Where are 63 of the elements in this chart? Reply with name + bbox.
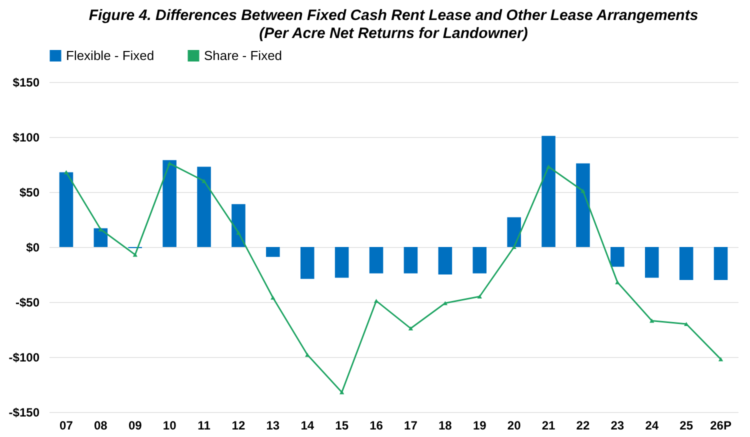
bar: [94, 228, 108, 247]
x-tick-label: 22: [576, 418, 590, 432]
x-tick-label: 10: [162, 418, 177, 432]
bar: [472, 247, 487, 274]
bar: [162, 160, 176, 247]
bar: [266, 247, 280, 257]
x-tick-label: 19: [472, 418, 487, 432]
bar: [59, 172, 74, 247]
x-tick-label: 26P: [710, 418, 732, 432]
y-tick-label: $150: [12, 76, 40, 90]
bar: [714, 247, 728, 280]
bar: [369, 247, 384, 274]
y-tick-label: $50: [19, 186, 40, 200]
legend-label: Share - Fixed: [204, 48, 282, 63]
point: [580, 188, 586, 193]
y-tick-label: $100: [12, 130, 40, 144]
y-tick-label: -$150: [8, 406, 40, 420]
chart-subtitle: (Per Acre Net Returns for Landowner): [259, 25, 528, 42]
point: [684, 322, 689, 326]
bar: [542, 136, 556, 247]
legend-label: Flexible - Fixed: [66, 48, 154, 63]
bar: [438, 247, 452, 274]
line-series: [64, 161, 724, 394]
bar: [644, 247, 659, 278]
point: [442, 301, 448, 306]
x-tick-label: 24: [645, 418, 659, 432]
x-tick-label: 20: [507, 418, 522, 432]
bar: [334, 247, 349, 278]
x-tick-label: 17: [404, 418, 418, 432]
y-tick-label: -$100: [8, 350, 40, 364]
bar: [404, 247, 418, 274]
x-tick-label: 14: [300, 418, 314, 432]
bar: [679, 247, 694, 280]
point: [408, 326, 414, 330]
x-tick-label: 15: [335, 418, 349, 432]
bar: [232, 204, 246, 247]
bar: [576, 163, 590, 247]
x-tick-label: 21: [542, 418, 556, 432]
x-tick-label: 25: [680, 418, 694, 432]
point: [305, 352, 310, 357]
x-tick-label: 12: [232, 418, 246, 432]
x-tick-label: 16: [370, 418, 384, 432]
x-tick-label: 18: [438, 418, 452, 432]
x-tick-label: 09: [128, 418, 142, 432]
x-tick-label: 13: [266, 418, 280, 432]
point: [512, 244, 516, 250]
bar: [507, 217, 521, 247]
x-tick-label: 11: [198, 418, 211, 432]
point: [167, 161, 172, 166]
y-tick-label: -$50: [15, 296, 40, 310]
bar: [300, 247, 314, 279]
point: [64, 170, 69, 174]
x-tick-label: 23: [610, 418, 624, 432]
x-tick-label: 08: [94, 418, 108, 432]
point: [202, 178, 206, 184]
x-tick-label: 07: [60, 418, 74, 432]
chart-title: Figure 4. Differences Between Fixed Cash Rent Lease and Other Lease Arrangements: [88, 7, 698, 24]
point: [718, 357, 724, 362]
bar: [197, 166, 211, 247]
y-tick-label: $0: [26, 240, 40, 254]
bar: [610, 247, 624, 267]
point: [270, 296, 276, 300]
point: [477, 294, 482, 299]
